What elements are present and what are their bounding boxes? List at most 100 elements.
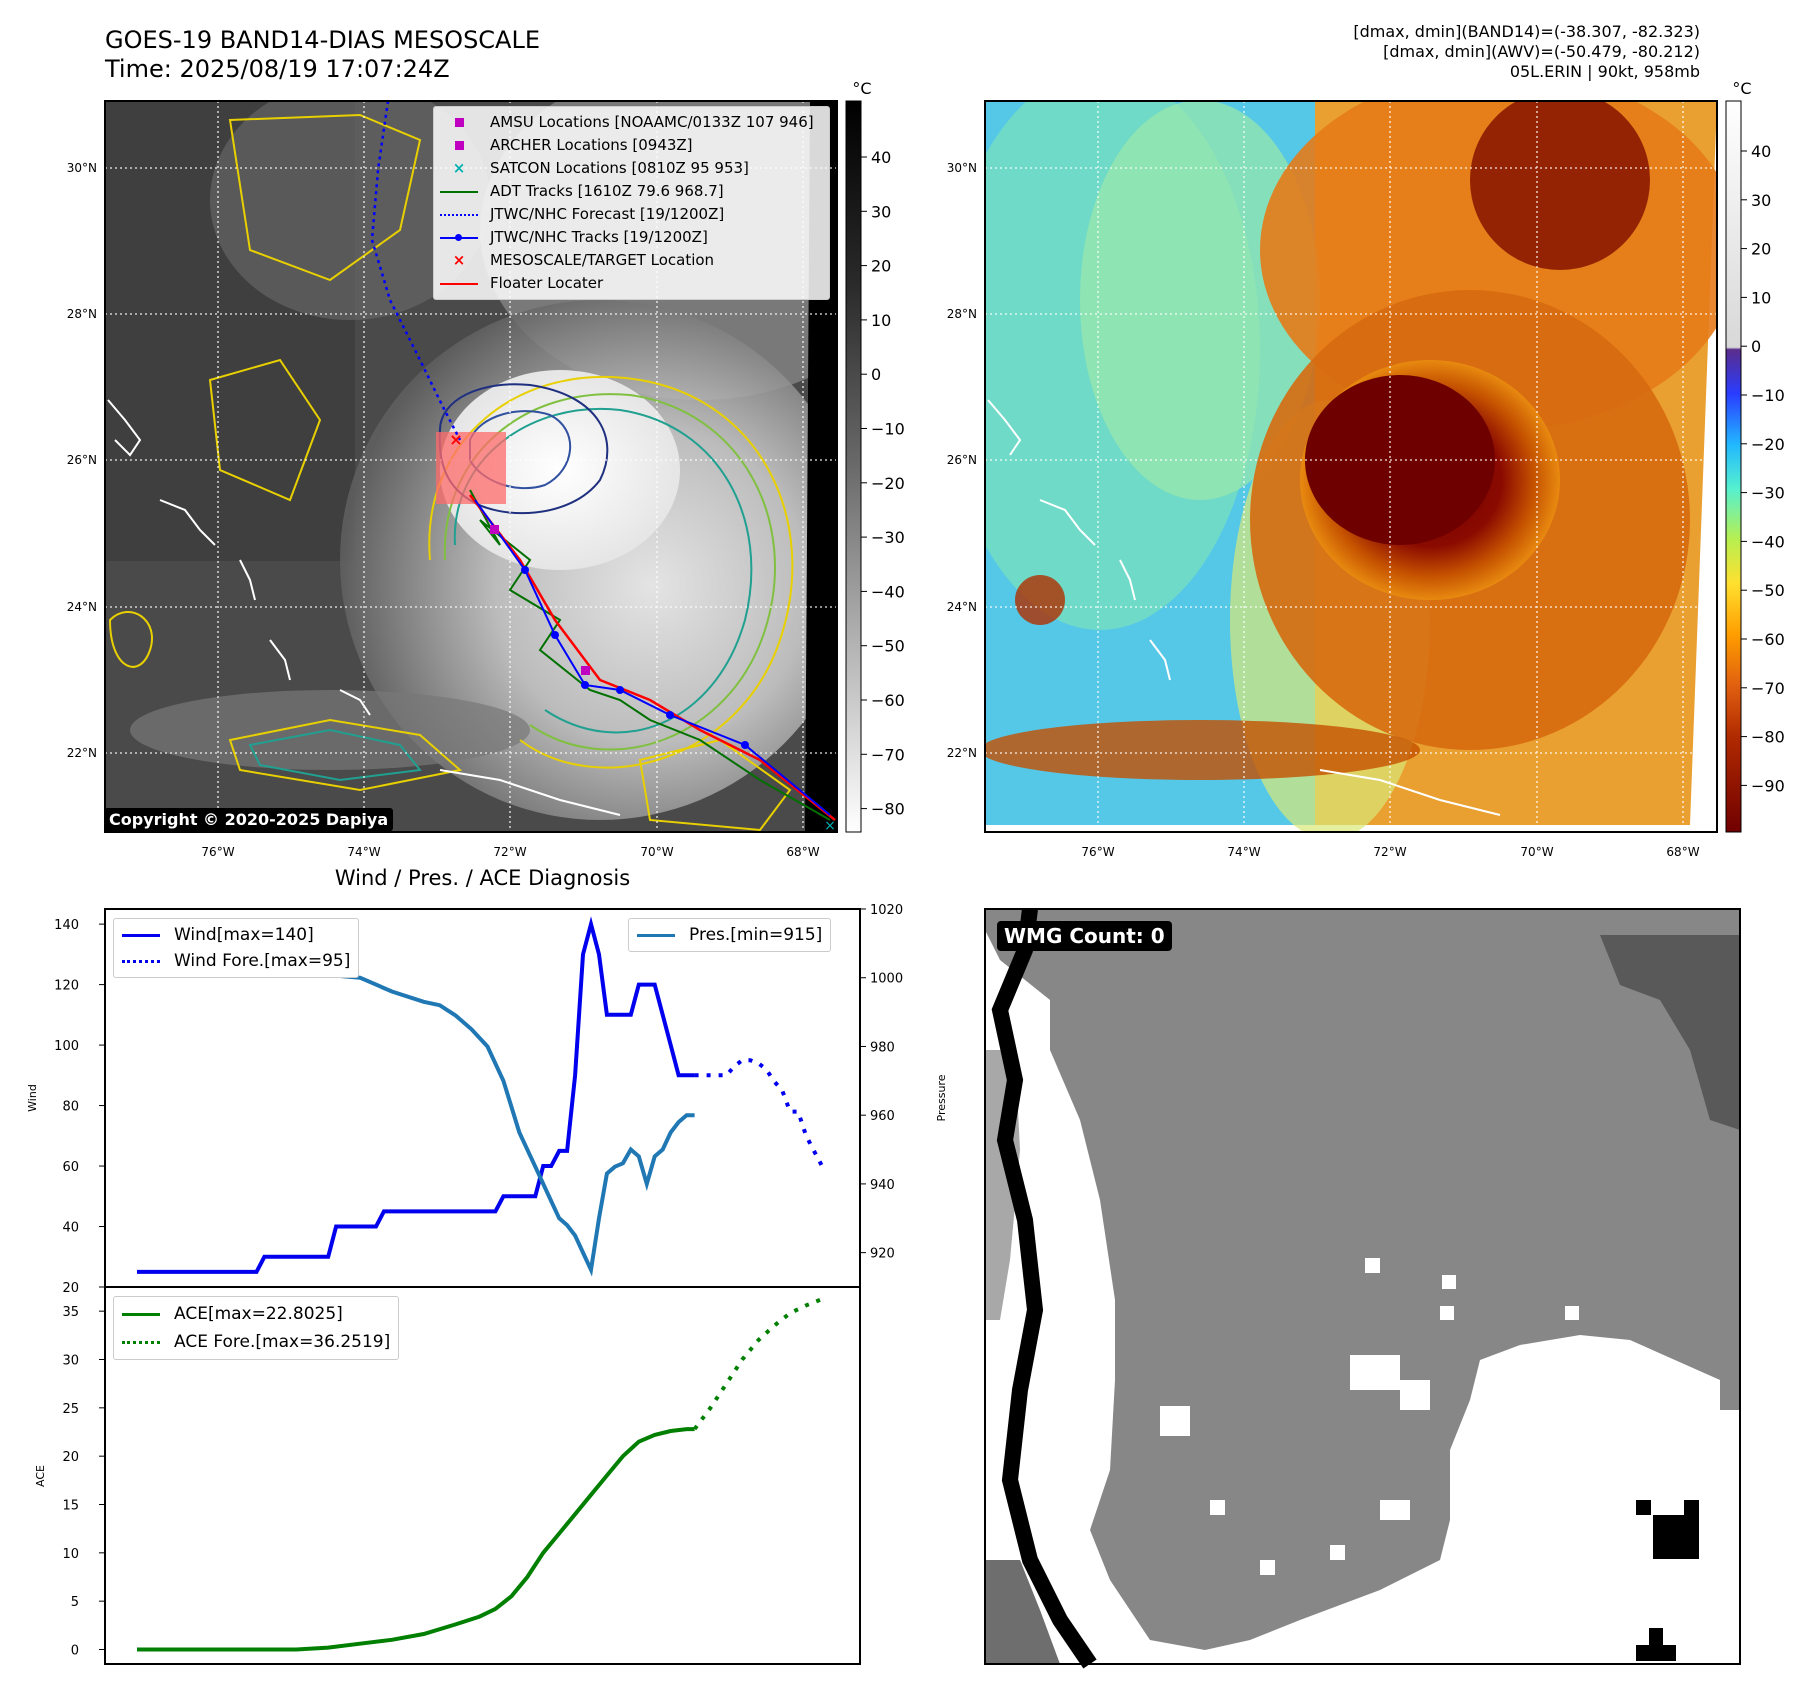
wmg-frame xyxy=(984,908,1741,1665)
right-colorbar-unit: °C xyxy=(1732,79,1751,98)
legend-label: AMSU Locations [NOAAMC/0133Z 107 946] xyxy=(490,113,814,131)
colorbar-tick-label: −70 xyxy=(871,745,905,764)
wind-pressure-panel: 140 120 100 80 60 40 20 1020 1000 980 960 940 920 xyxy=(54,903,903,1296)
colorbar-tick-label: −80 xyxy=(871,800,905,819)
legend-marker-icon: × xyxy=(452,159,466,177)
pressure-tick-label: 980 xyxy=(870,1040,895,1055)
lon-label: 68°W xyxy=(786,845,819,859)
map-legend: AMSU Locations [NOAAMC/0133Z 107 946] ARC… xyxy=(433,106,830,300)
lon-label: 72°W xyxy=(1373,845,1406,859)
lon-label: 76°W xyxy=(201,845,234,859)
wind-legend: Wind[max=140] Wind Fore.[max=95] xyxy=(113,918,360,978)
legend-marker-icon: × xyxy=(452,251,466,269)
right-colorbar xyxy=(1725,100,1742,833)
wind-ylabel: Wind xyxy=(26,1084,39,1112)
y-tick-label: 140 xyxy=(54,918,79,933)
lat-label: 22°N xyxy=(67,746,97,760)
left-lat-labels: 30°N 28°N 26°N 24°N 22°N xyxy=(67,161,97,760)
band14-dmax-dmin: [dmax, dmin](BAND14)=(-38.307, -82.323) xyxy=(1353,22,1700,41)
legend-label: SATCON Locations [0810Z 95 953] xyxy=(490,159,749,177)
lon-label: 76°W xyxy=(1081,845,1114,859)
awv-dmax-dmin: [dmax, dmin](AWV)=(-50.479, -80.212) xyxy=(1383,42,1700,61)
colorbar-tick-label: −60 xyxy=(1751,630,1785,649)
map-legend-item: ADT Tracks [1610Z 79.6 968.7] xyxy=(440,180,825,203)
colorbar-tick-label: −30 xyxy=(871,528,905,547)
left-colorbar-unit: °C xyxy=(852,79,871,98)
y-tick-label: 20 xyxy=(62,1450,79,1465)
title-line-2: Time: 2025/08/19 17:07:24Z xyxy=(105,55,450,83)
y-tick-label: 80 xyxy=(62,1100,79,1115)
colorbar-tick-label: 30 xyxy=(1751,191,1771,210)
series-line xyxy=(137,916,695,1274)
figure-title: GOES-19 BAND14-DIAS MESOSCALE Time: 2025… xyxy=(105,26,540,84)
right-lon-labels: 76°W 74°W 72°W 70°W 68°W xyxy=(1081,845,1699,859)
colorbar-tick-label: 0 xyxy=(871,365,881,384)
wind-legend-item: Wind[max=140] xyxy=(122,922,350,948)
lon-label: 68°W xyxy=(1666,845,1699,859)
ace-fore-legend-item: ACE Fore.[max=36.2519] xyxy=(122,1328,390,1356)
pressure-tick-label: 1000 xyxy=(870,972,903,987)
colorbar-tick-label: −80 xyxy=(1751,728,1785,747)
y-tick-label: 25 xyxy=(62,1402,79,1417)
colorbar-tick-label: −20 xyxy=(1751,435,1785,454)
colorbar-tick-label: 20 xyxy=(1751,240,1771,259)
map-legend-item: × SATCON Locations [0810Z 95 953] xyxy=(440,157,825,180)
left-map-frame xyxy=(104,100,838,833)
series-line xyxy=(692,1297,823,1431)
storm-info: 05L.ERIN | 90kt, 958mb xyxy=(1509,62,1700,81)
y-tick-label: 30 xyxy=(62,1354,79,1369)
diagnosis-title: Wind / Pres. / ACE Diagnosis xyxy=(334,866,631,890)
svg-text:×: × xyxy=(449,430,462,449)
left-colorbar xyxy=(845,100,862,833)
colorbar-tick-label: −10 xyxy=(871,420,905,439)
legend-marker-icon xyxy=(440,203,478,226)
map-legend-item: AMSU Locations [NOAAMC/0133Z 107 946] xyxy=(440,111,825,134)
right-lat-labels: 30°N 28°N 26°N 24°N 22°N xyxy=(947,161,977,760)
y-tick-label: 60 xyxy=(62,1160,79,1175)
legend-marker-icon xyxy=(440,111,478,134)
map-legend-item: JTWC/NHC Tracks [19/1200Z] xyxy=(440,226,825,249)
legend-label: Floater Locater xyxy=(490,274,604,292)
lat-label: 24°N xyxy=(947,600,977,614)
colorbar-tick-label: −50 xyxy=(871,637,905,656)
pressure-tick-label: 920 xyxy=(870,1247,895,1262)
pressure-legend: Pres.[min=915] xyxy=(628,918,832,952)
colorbar-tick-label: 10 xyxy=(871,311,891,330)
legend-label: JTWC/NHC Forecast [19/1200Z] xyxy=(490,205,725,223)
lat-label: 22°N xyxy=(947,746,977,760)
wmg-count-badge: WMG Count: 0 xyxy=(997,921,1172,951)
map-legend-item: ARCHER Locations [0943Z] xyxy=(440,134,825,157)
lat-label: 28°N xyxy=(67,307,97,321)
y-tick-label: 20 xyxy=(62,1281,79,1296)
legend-label: MESOSCALE/TARGET Location xyxy=(490,251,715,269)
lat-label: 26°N xyxy=(947,453,977,467)
map-legend-item: × MESOSCALE/TARGET Location xyxy=(440,249,825,272)
colorbar-tick-label: −40 xyxy=(1751,532,1785,551)
y-tick-label: 15 xyxy=(62,1499,79,1514)
stats-text: [dmax, dmin](BAND14)=(-38.307, -82.323) … xyxy=(1353,22,1700,82)
lat-label: 30°N xyxy=(67,161,97,175)
ace-legend: ACE[max=22.8025] ACE Fore.[max=36.2519] xyxy=(113,1296,400,1360)
y-tick-label: 120 xyxy=(54,979,79,994)
right-map-frame xyxy=(984,100,1718,833)
map-legend-item: JTWC/NHC Forecast [19/1200Z] xyxy=(440,203,825,226)
colorbar-tick-label: −20 xyxy=(871,474,905,493)
colorbar-tick-label: 10 xyxy=(1751,288,1771,307)
legend-marker-icon xyxy=(440,134,478,157)
lat-label: 24°N xyxy=(67,600,97,614)
lon-label: 70°W xyxy=(1520,845,1553,859)
legend-marker-icon xyxy=(440,226,478,249)
lon-label: 72°W xyxy=(493,845,526,859)
map-legend-item: Floater Locater xyxy=(440,272,825,295)
colorbar-tick-label: 40 xyxy=(1751,142,1771,161)
series-line xyxy=(694,1058,824,1167)
y-tick-label: 40 xyxy=(62,1221,79,1236)
colorbar-tick-label: 40 xyxy=(871,148,891,167)
pressure-ylabel: Pressure xyxy=(935,1074,948,1121)
legend-label: JTWC/NHC Tracks [19/1200Z] xyxy=(490,228,708,246)
colorbar-tick-label: 0 xyxy=(1751,337,1761,356)
colorbar-tick-label: −30 xyxy=(1751,484,1785,503)
lon-label: 74°W xyxy=(1227,845,1260,859)
y-tick-label: 0 xyxy=(71,1644,79,1659)
